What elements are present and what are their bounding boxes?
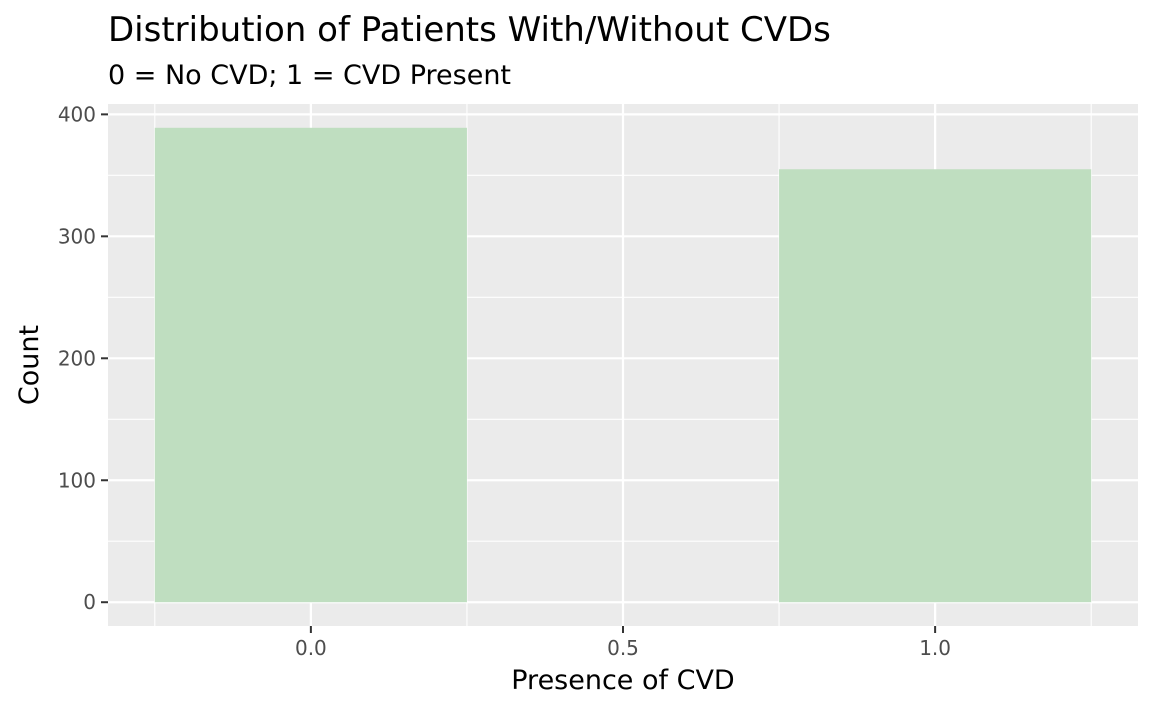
y-tick-label: 400 [58, 102, 96, 126]
y-axis-title: Count [14, 325, 45, 405]
chart-title: Distribution of Patients With/Without CV… [108, 10, 831, 50]
y-tick-label: 0 [83, 590, 96, 614]
x-tick-label: 1.0 [919, 636, 951, 660]
y-tick-label: 100 [58, 468, 96, 492]
y-tick-label: 200 [58, 346, 96, 370]
x-tick-label: 0.5 [607, 636, 639, 660]
x-axis-title: Presence of CVD [511, 665, 734, 696]
x-axis: 0.0 0.5 1.0 [295, 626, 951, 660]
y-tick-label: 300 [58, 224, 96, 248]
y-axis: 0 100 200 300 400 [58, 102, 108, 614]
bar [154, 127, 467, 603]
chart-subtitle: 0 = No CVD; 1 = CVD Present [108, 60, 511, 91]
x-tick-label: 0.0 [295, 636, 327, 660]
bar [779, 169, 1092, 603]
bars [154, 127, 1092, 603]
